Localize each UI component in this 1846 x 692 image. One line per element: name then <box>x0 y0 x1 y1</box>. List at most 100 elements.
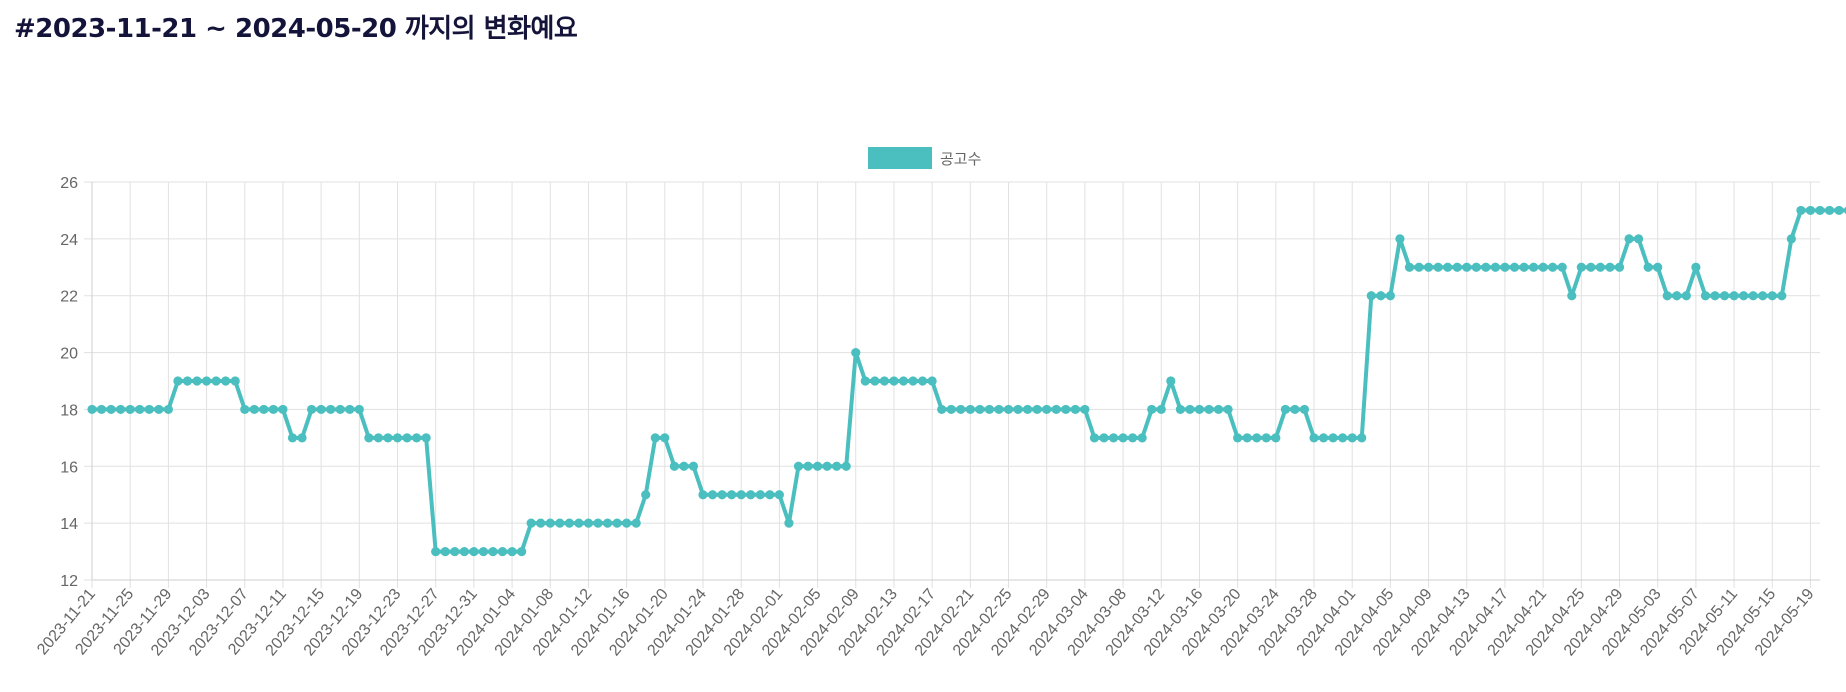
data-point[interactable] <box>116 404 126 415</box>
data-point[interactable] <box>526 518 536 528</box>
data-point[interactable] <box>851 347 861 358</box>
data-point[interactable] <box>1681 291 1691 301</box>
data-point[interactable] <box>1729 291 1739 301</box>
data-point[interactable] <box>1233 433 1243 443</box>
data-point[interactable] <box>860 376 870 386</box>
data-point[interactable] <box>1595 262 1606 272</box>
data-point[interactable] <box>1213 404 1224 415</box>
data-point[interactable] <box>631 518 641 528</box>
data-point[interactable] <box>1118 433 1128 443</box>
data-point[interactable] <box>1099 433 1109 443</box>
data-point[interactable] <box>1528 262 1539 272</box>
data-point[interactable] <box>1376 291 1386 301</box>
data-point[interactable] <box>822 461 832 471</box>
data-point[interactable] <box>593 518 603 528</box>
data-point[interactable] <box>1309 433 1319 443</box>
data-point[interactable] <box>106 404 116 415</box>
data-point[interactable] <box>1242 433 1252 443</box>
data-point[interactable] <box>1767 291 1777 301</box>
data-point[interactable] <box>459 546 469 557</box>
data-point[interactable] <box>125 404 135 415</box>
data-point[interactable] <box>316 404 326 415</box>
data-point[interactable] <box>908 376 918 386</box>
data-point[interactable] <box>1328 433 1338 443</box>
data-point[interactable] <box>736 490 746 500</box>
data-point[interactable] <box>221 376 231 386</box>
data-point[interactable] <box>497 546 508 557</box>
legend-label[interactable]: 공고수 <box>940 150 981 168</box>
data-point[interactable] <box>841 461 851 471</box>
data-point[interactable] <box>1347 433 1357 443</box>
data-point[interactable] <box>975 404 985 415</box>
data-point[interactable] <box>1796 205 1806 216</box>
data-point[interactable] <box>1223 404 1233 415</box>
data-point[interactable] <box>1395 234 1405 244</box>
data-point[interactable] <box>917 376 928 386</box>
data-point[interactable] <box>163 404 173 415</box>
data-point[interactable] <box>440 546 450 557</box>
data-point[interactable] <box>1252 433 1262 443</box>
data-point[interactable] <box>1023 404 1033 415</box>
data-point[interactable] <box>488 546 498 557</box>
data-point[interactable] <box>1710 291 1720 301</box>
data-point[interactable] <box>774 490 784 500</box>
data-point[interactable] <box>1777 291 1787 301</box>
data-point[interactable] <box>507 546 517 557</box>
data-point[interactable] <box>201 376 212 386</box>
data-point[interactable] <box>1290 404 1300 415</box>
data-point[interactable] <box>1061 404 1071 415</box>
data-point[interactable] <box>1567 291 1577 301</box>
data-point[interactable] <box>927 376 937 386</box>
data-point[interactable] <box>1490 262 1501 272</box>
data-point[interactable] <box>1089 433 1100 443</box>
data-point[interactable] <box>1147 404 1157 415</box>
data-point[interactable] <box>1719 291 1730 301</box>
data-point[interactable] <box>469 546 479 557</box>
data-point[interactable] <box>1271 433 1281 443</box>
data-point[interactable] <box>564 518 574 528</box>
data-point[interactable] <box>660 433 670 443</box>
data-point[interactable] <box>1643 262 1653 272</box>
data-point[interactable] <box>803 461 813 471</box>
data-point[interactable] <box>96 404 107 415</box>
data-point[interactable] <box>555 518 565 528</box>
data-point[interactable] <box>1672 291 1682 301</box>
data-point[interactable] <box>1366 291 1376 301</box>
data-point[interactable] <box>1003 404 1014 415</box>
data-point[interactable] <box>832 461 842 471</box>
data-point[interactable] <box>1614 262 1625 272</box>
data-point[interactable] <box>622 518 632 528</box>
data-point[interactable] <box>240 404 250 415</box>
data-point[interactable] <box>1299 404 1310 415</box>
data-point[interactable] <box>1452 262 1462 272</box>
data-point[interactable] <box>1519 262 1529 272</box>
data-point[interactable] <box>583 518 594 528</box>
data-point[interactable] <box>154 404 164 415</box>
data-point[interactable] <box>1557 262 1567 272</box>
data-point[interactable] <box>965 404 975 415</box>
data-point[interactable] <box>669 461 679 471</box>
data-point[interactable] <box>1443 262 1453 272</box>
data-point[interactable] <box>287 433 298 443</box>
data-point[interactable] <box>1815 205 1825 216</box>
data-point[interactable] <box>1624 234 1634 244</box>
data-point[interactable] <box>383 433 393 443</box>
data-point[interactable] <box>793 461 804 471</box>
data-point[interactable] <box>1385 291 1395 301</box>
data-point[interactable] <box>1137 433 1147 443</box>
data-point[interactable] <box>1433 262 1443 272</box>
data-point[interactable] <box>1204 404 1214 415</box>
data-point[interactable] <box>545 518 555 528</box>
data-point[interactable] <box>698 490 708 500</box>
data-point[interactable] <box>679 461 689 471</box>
data-point[interactable] <box>650 433 660 443</box>
data-point[interactable] <box>1318 433 1329 443</box>
data-point[interactable] <box>373 433 384 443</box>
data-point[interactable] <box>1414 262 1424 272</box>
data-point[interactable] <box>411 433 422 443</box>
data-point[interactable] <box>278 404 288 415</box>
data-point[interactable] <box>144 404 154 415</box>
data-point[interactable] <box>1548 262 1558 272</box>
data-point[interactable] <box>1261 433 1271 443</box>
data-point[interactable] <box>707 490 718 500</box>
